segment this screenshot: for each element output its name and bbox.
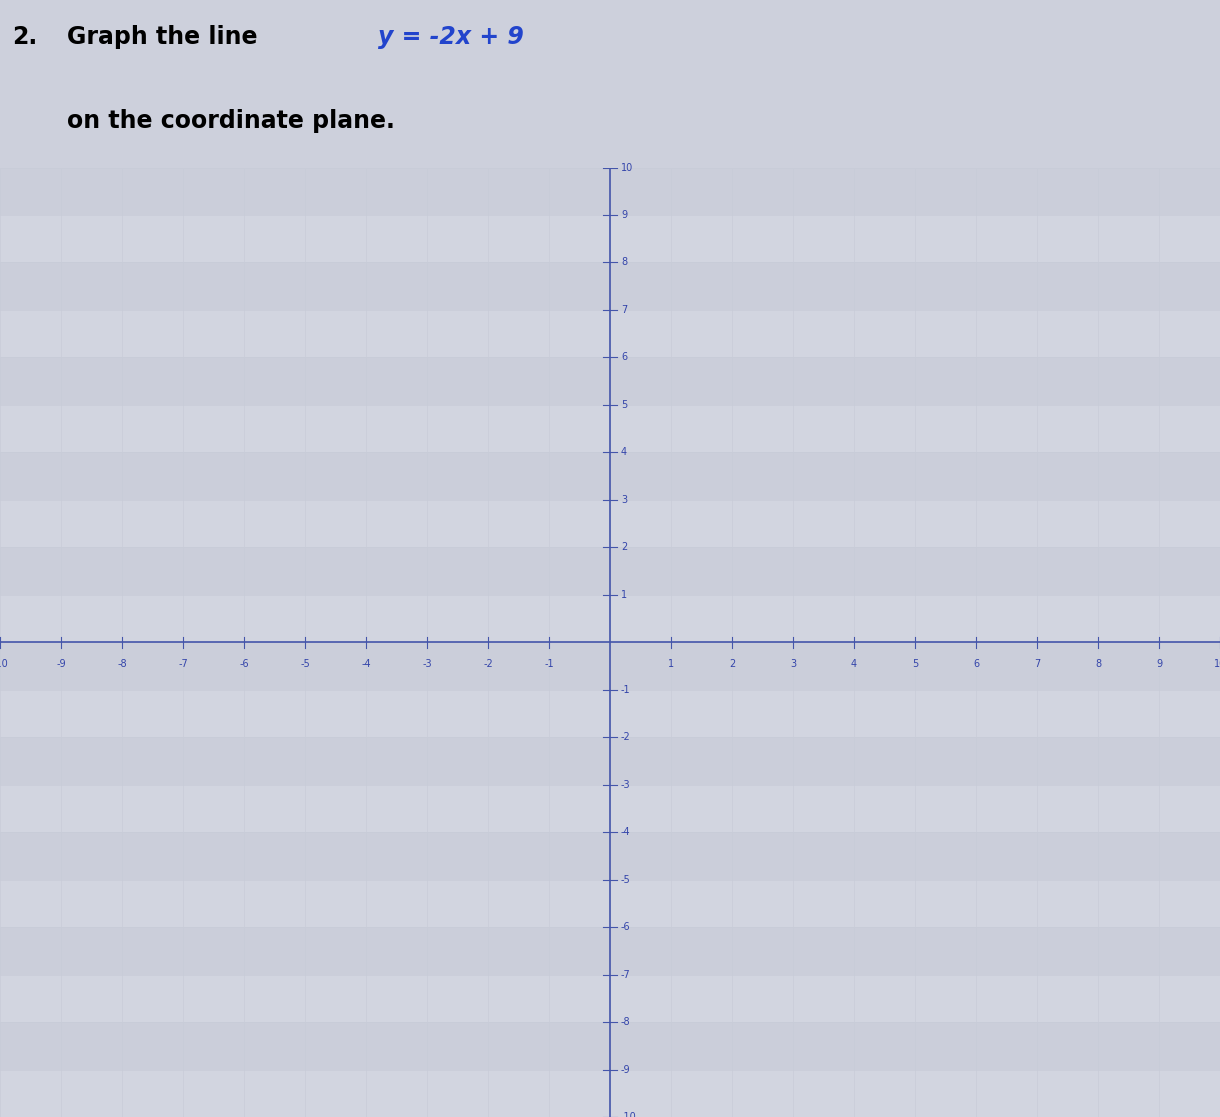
Bar [0, 690, 1220, 737]
Bar [0, 262, 1220, 309]
Text: 10: 10 [621, 163, 633, 172]
Text: -3: -3 [621, 780, 631, 790]
Text: -2: -2 [483, 659, 493, 669]
Text: 8: 8 [621, 258, 627, 267]
Bar [0, 927, 1220, 974]
Text: 1: 1 [621, 590, 627, 600]
Text: 4: 4 [621, 448, 627, 457]
Text: -7: -7 [178, 659, 188, 669]
Bar [0, 216, 1220, 262]
Text: 8: 8 [1094, 659, 1102, 669]
Text: -4: -4 [621, 828, 631, 837]
Bar [0, 452, 1220, 500]
Bar [0, 642, 1220, 690]
Bar [0, 784, 1220, 832]
Text: -6: -6 [239, 659, 249, 669]
Bar [0, 880, 1220, 927]
Text: 5: 5 [911, 659, 919, 669]
Text: -4: -4 [361, 659, 371, 669]
Text: -2: -2 [621, 733, 631, 742]
Text: 9: 9 [621, 210, 627, 220]
Bar [0, 311, 1220, 357]
Text: 1: 1 [667, 659, 675, 669]
Text: 6: 6 [621, 353, 627, 362]
Text: 3: 3 [621, 495, 627, 505]
Bar [0, 974, 1220, 1022]
Text: 9: 9 [1155, 659, 1163, 669]
Text: 3: 3 [789, 659, 797, 669]
Text: 2: 2 [621, 543, 627, 552]
Text: 6: 6 [972, 659, 980, 669]
Text: 5: 5 [621, 400, 627, 410]
Bar [0, 1022, 1220, 1070]
Bar [0, 1070, 1220, 1117]
Text: -8: -8 [117, 659, 127, 669]
Bar [0, 594, 1220, 642]
Bar [0, 405, 1220, 452]
Bar [0, 832, 1220, 880]
Bar [0, 737, 1220, 784]
Bar [0, 500, 1220, 547]
Text: -6: -6 [621, 923, 631, 932]
Text: 2: 2 [728, 659, 736, 669]
Text: 4: 4 [850, 659, 858, 669]
Text: -9: -9 [56, 659, 66, 669]
Text: 10: 10 [1214, 659, 1220, 669]
Text: 7: 7 [621, 305, 627, 315]
Text: -1: -1 [544, 659, 554, 669]
Text: -8: -8 [621, 1018, 631, 1027]
Text: -10: -10 [621, 1113, 637, 1117]
Bar [0, 547, 1220, 594]
Text: -7: -7 [621, 970, 631, 980]
Bar [0, 168, 1220, 214]
Text: -10: -10 [0, 659, 7, 669]
Text: 7: 7 [1033, 659, 1041, 669]
Text: -5: -5 [300, 659, 310, 669]
Text: -9: -9 [621, 1065, 631, 1075]
Text: on the coordinate plane.: on the coordinate plane. [67, 109, 395, 133]
Bar [0, 357, 1220, 405]
Text: y = -2x + 9: y = -2x + 9 [378, 25, 525, 49]
Text: -1: -1 [621, 685, 631, 695]
Text: 2.: 2. [12, 25, 38, 49]
Text: Graph the line: Graph the line [67, 25, 266, 49]
Text: -3: -3 [422, 659, 432, 669]
Text: -5: -5 [621, 875, 631, 885]
